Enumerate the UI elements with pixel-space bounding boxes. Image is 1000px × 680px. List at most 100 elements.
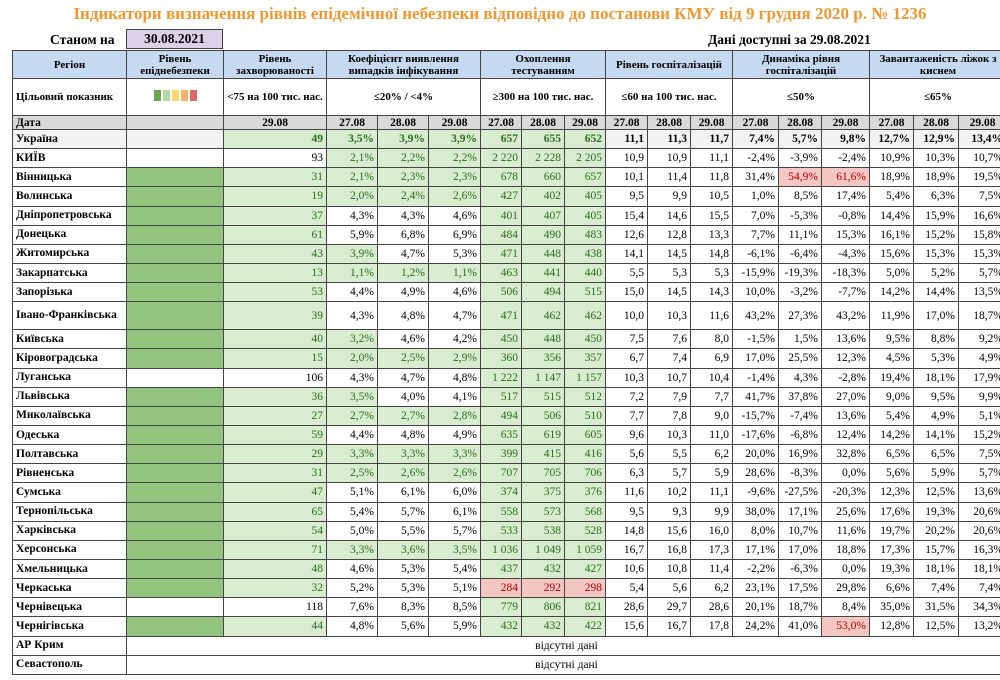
- testing-value: 450: [564, 329, 606, 350]
- oxygen-beds-value: 18,7%: [957, 301, 1000, 331]
- testing-value: 494: [521, 282, 565, 303]
- hospitalization-value: 11,1: [690, 482, 733, 503]
- oxygen-beds-value: 15,3%: [957, 243, 1000, 264]
- detection-value: 3,9%: [428, 128, 481, 150]
- header-row: Регіон Рівень епіднебезпеки Рівень захво…: [12, 50, 1000, 79]
- detection-value: 1,1%: [428, 262, 481, 284]
- hospitalization-dynamics-value: 11,1%: [778, 224, 822, 245]
- oxygen-beds-value: 11,9%: [869, 301, 914, 331]
- testing-value: 399: [480, 444, 522, 465]
- risk-level-indicator: [126, 186, 224, 207]
- oxygen-beds-value: 18,1%: [957, 558, 1000, 580]
- table-row: Чернівецька 118 7,6% 8,3% 8,5% 779 806 821 28,6 2…: [12, 597, 1000, 618]
- oxygen-beds-value: 17,0%: [913, 301, 959, 331]
- hospitalization-value: 15,6: [605, 616, 648, 637]
- oxygen-beds-value: 19,5%: [957, 167, 1000, 188]
- hospitalization-dynamics-value: -17,6%: [732, 424, 779, 446]
- hospitalization-dynamics-value: 9,8%: [821, 128, 870, 150]
- detection-value: 6,1%: [428, 501, 481, 522]
- incidence-value: 106: [223, 367, 327, 388]
- testing-value: 462: [521, 301, 565, 331]
- oxygen-beds-value: 7,4%: [913, 578, 959, 599]
- oxygen-beds-value: 5,2%: [913, 262, 959, 284]
- table-row: Львівська 36 3,5% 4,0% 4,1% 517 515 512 7,2 7,9 7,…: [12, 386, 1000, 407]
- testing-value: 605: [564, 424, 606, 446]
- oxygen-beds-value: 9,5%: [869, 329, 914, 350]
- table-row: Чернігівська 44 4,8% 5,6% 5,9% 432 432 422 15,6 1…: [12, 616, 1000, 637]
- oxygen-beds-value: 13,5%: [957, 282, 1000, 303]
- oxygen-beds-value: 13,2%: [957, 616, 1000, 637]
- risk-level-indicator: [126, 482, 224, 503]
- risk-level-indicator: [126, 224, 224, 245]
- hospitalization-dynamics-value: 5,7%: [778, 128, 822, 150]
- date-cell: 27.08: [869, 115, 914, 130]
- detection-value: 3,5%: [326, 128, 378, 150]
- detection-value: 2,3%: [377, 167, 429, 188]
- detection-value: 4,3%: [326, 205, 378, 226]
- hospitalization-dynamics-value: 1,5%: [778, 329, 822, 350]
- incidence-value: 49: [223, 128, 327, 150]
- hospitalization-dynamics-value: -2,8%: [821, 367, 870, 388]
- hospitalization-value: 28,6: [605, 597, 648, 618]
- oxygen-beds-value: 5,7%: [957, 463, 1000, 484]
- target-oxygen-beds: ≤65%: [868, 78, 1000, 116]
- testing-value: 284: [480, 578, 522, 599]
- hospitalization-dynamics-value: -9,6%: [732, 482, 779, 503]
- detection-value: 4,3%: [326, 301, 378, 331]
- hospitalization-value: 5,3: [690, 262, 733, 284]
- incidence-value: 19: [223, 186, 327, 207]
- hospitalization-value: 7,6: [647, 329, 691, 350]
- detection-value: 3,9%: [326, 243, 378, 264]
- hospitalization-dynamics-value: 43,2%: [821, 301, 870, 331]
- testing-value: 660: [521, 167, 565, 188]
- testing-value: 538: [521, 520, 565, 541]
- hospitalization-dynamics-value: 23,1%: [732, 578, 779, 599]
- hospitalization-dynamics-value: -18,3%: [821, 262, 870, 284]
- header-oxygen-beds: Завантаженість ліжок з киснем: [868, 50, 1000, 79]
- hospitalization-dynamics-value: 7,7%: [732, 224, 779, 245]
- header-risk-level: Рівень епіднебезпеки: [126, 50, 224, 79]
- hospitalization-dynamics-value: 38,0%: [732, 501, 779, 522]
- region-name: Луганська: [12, 367, 127, 388]
- detection-value: 5,9%: [428, 616, 481, 637]
- detection-value: 4,6%: [428, 282, 481, 303]
- oxygen-beds-value: 19,4%: [869, 367, 914, 388]
- hospitalization-value: 9,3: [647, 501, 691, 522]
- detection-value: 2,8%: [428, 405, 481, 426]
- testing-value: 506: [521, 405, 565, 426]
- hospitalization-value: 11,1: [605, 128, 648, 150]
- oxygen-beds-value: 19,3%: [869, 558, 914, 580]
- testing-value: 706: [564, 463, 606, 484]
- detection-value: 4,0%: [377, 386, 429, 407]
- oxygen-beds-value: 20,6%: [957, 520, 1000, 541]
- region-name: Чернівецька: [12, 597, 127, 618]
- testing-value: 440: [564, 262, 606, 284]
- hospitalization-dynamics-value: 17,4%: [821, 186, 870, 207]
- testing-value: 806: [521, 597, 565, 618]
- risk-level-indicator: [126, 463, 224, 484]
- hospitalization-value: 5,3: [647, 262, 691, 284]
- table-row: КИЇВ 93 2,1% 2,2% 2,2% 2 220 2 228 2 205 10,9 10,…: [12, 148, 1000, 169]
- testing-value: 2 220: [480, 148, 522, 169]
- oxygen-beds-value: 19,7%: [869, 520, 914, 541]
- detection-value: 2,5%: [326, 463, 378, 484]
- target-hospitalization: ≤60 на 100 тис. нас.: [605, 78, 733, 116]
- detection-value: 5,4%: [326, 501, 378, 522]
- oxygen-beds-value: 16,6%: [957, 205, 1000, 226]
- table-row: Харківська 54 5,0% 5,5% 5,7% 533 538 528 14,8 15,…: [12, 520, 1000, 541]
- risk-level-indicator: [126, 205, 224, 226]
- oxygen-beds-value: 6,5%: [869, 444, 914, 465]
- detection-value: 6,8%: [377, 224, 429, 245]
- hospitalization-value: 6,2: [690, 578, 733, 599]
- hospitalization-dynamics-value: 32,8%: [821, 444, 870, 465]
- oxygen-beds-value: 16,3%: [957, 539, 1000, 560]
- testing-value: 405: [564, 186, 606, 207]
- hospitalization-dynamics-value: 27,0%: [821, 386, 870, 407]
- incidence-value: 53: [223, 282, 327, 303]
- incidence-value: 61: [223, 224, 327, 245]
- oxygen-beds-value: 15,3%: [913, 243, 959, 264]
- detection-value: 3,3%: [326, 539, 378, 560]
- oxygen-beds-value: 9,9%: [957, 386, 1000, 407]
- oxygen-beds-value: 5,0%: [869, 262, 914, 284]
- testing-value: 2 205: [564, 148, 606, 169]
